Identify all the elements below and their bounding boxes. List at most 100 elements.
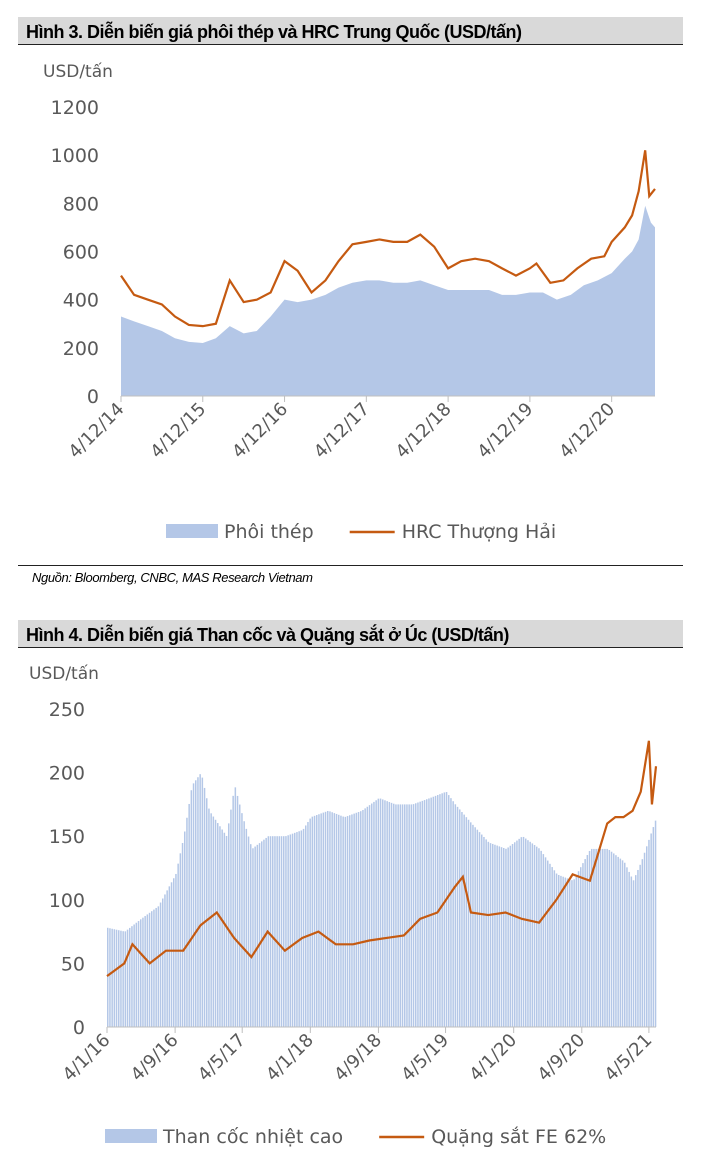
bar xyxy=(296,832,298,1027)
bar xyxy=(401,804,404,1027)
bar xyxy=(261,841,263,1027)
bar xyxy=(219,826,221,1027)
y-tick-label: 1000 xyxy=(51,145,99,167)
bar xyxy=(465,817,468,1027)
y-tick-label: 200 xyxy=(63,338,99,360)
bar xyxy=(362,809,364,1027)
bar xyxy=(142,917,144,1027)
bar xyxy=(390,802,393,1027)
bar xyxy=(569,879,571,1027)
bar xyxy=(201,777,204,1027)
bar xyxy=(604,848,606,1027)
bar xyxy=(529,841,531,1027)
divider xyxy=(18,565,683,566)
x-tick-label: 4/5/21 xyxy=(601,1030,657,1086)
bar xyxy=(234,787,237,1027)
bar xyxy=(133,924,135,1027)
bar xyxy=(426,799,428,1027)
bar xyxy=(540,850,542,1027)
bar xyxy=(250,844,252,1027)
bar xyxy=(197,777,199,1027)
bar xyxy=(562,876,564,1027)
bar xyxy=(386,801,388,1027)
bar xyxy=(632,880,635,1027)
bar xyxy=(342,816,344,1027)
bar xyxy=(410,804,413,1027)
bar xyxy=(582,863,584,1027)
x-tick-label: 4/9/20 xyxy=(534,1030,590,1086)
bar xyxy=(419,801,421,1027)
bar xyxy=(511,844,514,1027)
bar xyxy=(472,824,474,1027)
bar xyxy=(639,864,641,1027)
bar xyxy=(500,847,503,1027)
figure-3-title: Hình 3. Diễn biến giá phôi thép và HRC T… xyxy=(18,17,683,45)
bar xyxy=(648,839,650,1027)
bar xyxy=(575,875,578,1027)
bar xyxy=(364,808,366,1027)
bar xyxy=(434,795,437,1027)
bar xyxy=(544,857,547,1027)
legend-label: HRC Thượng Hải xyxy=(402,521,557,543)
bar xyxy=(164,894,166,1027)
bar xyxy=(498,846,501,1027)
bar xyxy=(509,845,512,1027)
bar xyxy=(131,926,133,1027)
bar xyxy=(192,783,195,1027)
bar xyxy=(454,804,457,1027)
bar xyxy=(564,877,567,1027)
bar xyxy=(388,802,391,1027)
bar xyxy=(351,814,353,1027)
bar xyxy=(346,816,349,1027)
bar xyxy=(148,912,151,1027)
y-tick-label: 400 xyxy=(63,290,99,312)
bar xyxy=(432,796,435,1027)
bar xyxy=(146,914,149,1027)
x-tick-label: 4/1/20 xyxy=(465,1030,521,1086)
bar xyxy=(516,840,518,1027)
bar xyxy=(199,774,201,1027)
bar xyxy=(135,922,138,1027)
legend-label: Phôi thép xyxy=(224,521,314,543)
bar xyxy=(153,909,155,1027)
bar xyxy=(280,836,283,1027)
bar xyxy=(551,867,553,1027)
bar xyxy=(489,843,492,1027)
bar xyxy=(586,855,589,1027)
bar xyxy=(450,798,452,1027)
bar xyxy=(536,846,538,1027)
bar xyxy=(478,832,481,1027)
bar xyxy=(173,878,175,1027)
bar xyxy=(313,815,316,1027)
bar xyxy=(597,848,600,1027)
bar xyxy=(324,811,327,1027)
bar xyxy=(522,836,525,1027)
bar xyxy=(571,880,573,1027)
bar xyxy=(617,856,619,1027)
bar xyxy=(384,800,386,1027)
bar xyxy=(637,869,639,1027)
bar xyxy=(635,875,637,1027)
bar xyxy=(588,850,591,1027)
bar xyxy=(111,928,113,1027)
bar xyxy=(206,798,208,1027)
bar xyxy=(307,822,309,1027)
bar xyxy=(318,814,320,1027)
bar xyxy=(129,927,131,1027)
bar xyxy=(518,838,520,1027)
bar xyxy=(580,867,582,1027)
x-tick-label: 4/9/16 xyxy=(127,1030,183,1086)
bar xyxy=(404,804,406,1027)
bar xyxy=(331,812,333,1027)
bar xyxy=(566,878,569,1027)
bar xyxy=(184,831,186,1027)
bar xyxy=(584,859,586,1027)
bar xyxy=(423,800,426,1027)
bar xyxy=(329,811,331,1027)
bar xyxy=(448,795,450,1027)
y-tick-label: 600 xyxy=(63,242,99,264)
bar xyxy=(382,799,384,1027)
bar xyxy=(269,836,272,1027)
bar xyxy=(305,825,307,1027)
